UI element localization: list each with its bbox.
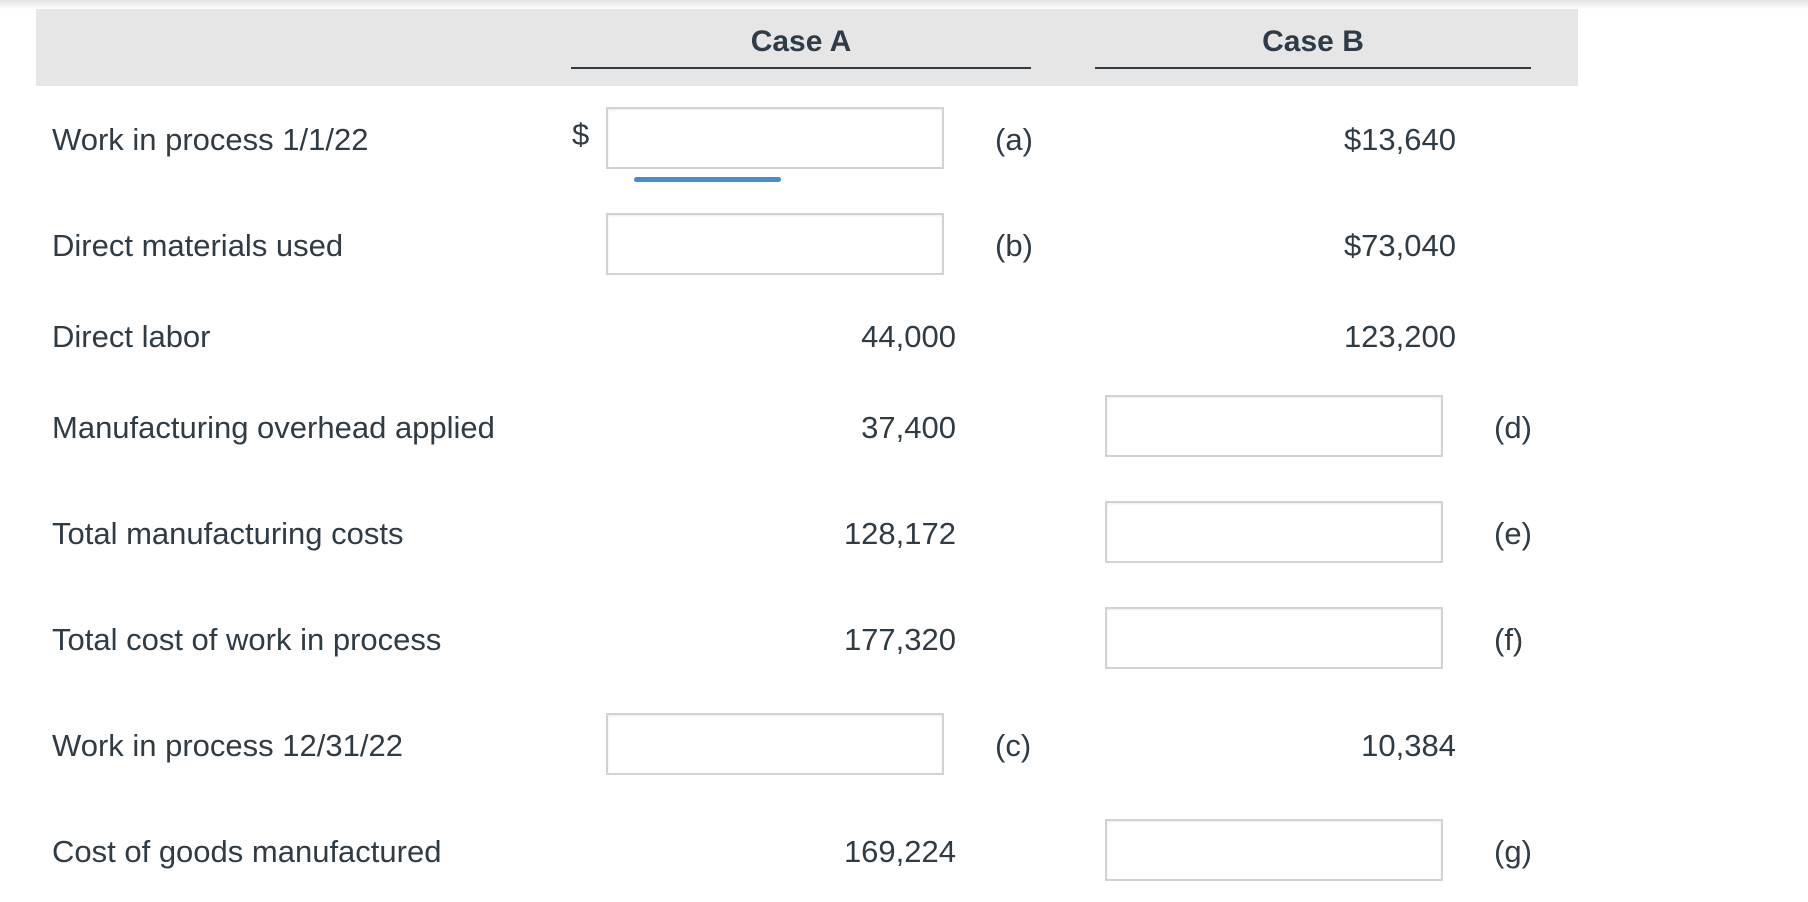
case-a-value: 128,172 <box>843 516 956 551</box>
input-focus-indicator <box>634 177 781 182</box>
row-cost-of-goods-manufactured: Cost of goods manufactured 169,224 (g) <box>0 819 1808 885</box>
answer-input-e[interactable] <box>1105 501 1443 563</box>
answer-input-c[interactable] <box>606 713 944 775</box>
row-label: Total manufacturing costs <box>52 516 404 551</box>
row-label: Direct labor <box>52 319 211 354</box>
cost-worksheet: Case A Case B Work in process 1/1/22 $ (… <box>0 9 1808 902</box>
answer-tag-g: (g) <box>1494 834 1532 869</box>
row-wip-ending: Work in process 12/31/22 (c) 10,384 <box>0 713 1808 779</box>
case-a-value: 37,400 <box>861 410 956 445</box>
answer-tag-c: (c) <box>995 728 1032 763</box>
answer-tag-a: (a) <box>995 122 1033 157</box>
answer-input-a[interactable] <box>606 107 944 169</box>
case-b-value: 123,200 <box>1343 319 1456 354</box>
answer-tag-b: (b) <box>995 228 1033 263</box>
case-a-value: 169,224 <box>843 834 956 869</box>
answer-tag-f: (f) <box>1494 622 1524 657</box>
row-wip-beginning: Work in process 1/1/22 $ (a) $13,640 <box>0 107 1808 182</box>
case-b-value: 10,384 <box>1361 728 1456 763</box>
column-header-band <box>36 9 1578 86</box>
case-a-value: 44,000 <box>861 319 956 354</box>
case-a-value: 177,320 <box>843 622 956 657</box>
row-label: Work in process 12/31/22 <box>52 728 403 763</box>
case-b-value: $73,040 <box>1343 228 1456 263</box>
row-label: Work in process 1/1/22 <box>52 122 369 157</box>
top-shadow <box>0 0 1808 9</box>
row-label: Cost of goods manufactured <box>52 834 442 869</box>
answer-input-d[interactable] <box>1105 395 1443 457</box>
answer-input-f[interactable] <box>1105 607 1443 669</box>
row-label: Direct materials used <box>52 228 344 263</box>
answer-tag-e: (e) <box>1494 516 1532 551</box>
case-a-header: Case A <box>571 27 1031 69</box>
case-b-value: $13,640 <box>1343 122 1456 157</box>
row-total-cost-wip: Total cost of work in process 177,320 (f… <box>0 607 1808 673</box>
row-direct-labor: Direct labor 44,000 123,200 <box>0 304 1808 370</box>
case-b-header: Case B <box>1095 27 1531 69</box>
answer-tag-d: (d) <box>1494 410 1532 445</box>
row-label: Total cost of work in process <box>52 622 442 657</box>
row-label: Manufacturing overhead applied <box>52 410 495 445</box>
row-total-manufacturing-costs: Total manufacturing costs 128,172 (e) <box>0 501 1808 567</box>
row-overhead-applied: Manufacturing overhead applied 37,400 (d… <box>0 395 1808 461</box>
answer-input-g[interactable] <box>1105 819 1443 881</box>
answer-input-b[interactable] <box>606 213 944 275</box>
row-direct-materials: Direct materials used (b) $73,040 <box>0 213 1808 279</box>
dollar-sign: $ <box>572 117 590 152</box>
